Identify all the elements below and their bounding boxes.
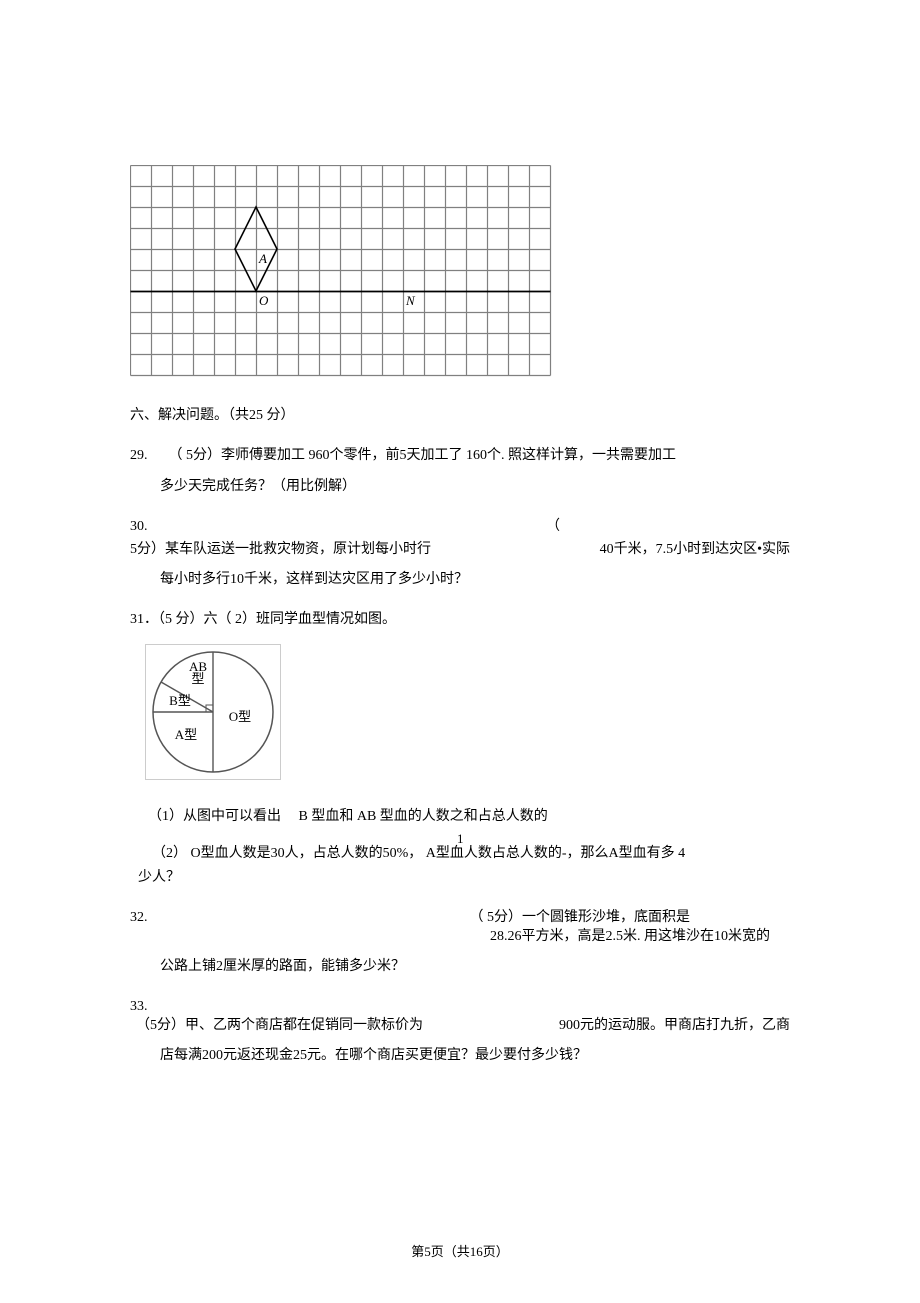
problem-30-line2-left: 5分）某车队运送一批救灾物资，原计划每小时行 <box>130 539 431 561</box>
svg-text:A型: A型 <box>175 727 197 742</box>
problem-31-sub1: （1）从图中可以看出 B 型血和 AB 型血的人数之和占总人数的 <box>148 806 790 828</box>
pie-figure: AB型B型O型A型 <box>145 644 790 788</box>
problem-33-line1-left: （5分）甲、乙两个商店都在促销同一款标价为 <box>136 1015 423 1037</box>
problem-33-line1: （5分）甲、乙两个商店都在促销同一款标价为 900元的运动服。甲商店打九折，乙商 <box>130 1015 790 1037</box>
svg-text:型: 型 <box>191 671 204 686</box>
problem-30: 30. （ 5分）某车队运送一批救灾物资，原计划每小时行 40千米，7.5小时到… <box>130 516 790 591</box>
page-footer: 第5页（共16页） <box>0 1242 920 1263</box>
problem-30-num-line: 30. （ <box>130 516 790 538</box>
problem-31-line1: 31．（5 分）六（ 2）班同学血型情况如图。 <box>130 609 790 631</box>
problem-30-line2: 5分）某车队运送一批救灾物资，原计划每小时行 40千米，7.5小时到达灾区•实际 <box>130 539 790 561</box>
problem-30-num: 30. <box>130 516 148 538</box>
problem-32-right2: 28.26平方米，高是2.5米. 用这堆沙在10米宽的 <box>130 926 770 948</box>
problem-32-line3: 公路上铺2厘米厚的路面，能铺多少米？ <box>160 956 790 978</box>
svg-text:N: N <box>405 293 416 308</box>
svg-text:A: A <box>258 251 267 266</box>
problem-31-sub2: 1 （2） O型血人数是30人，占总人数的50%， A型血人数占总人数的-，那么… <box>152 843 790 865</box>
problem-30-line2-right: 40千米，7.5小时到达灾区•实际 <box>600 539 790 561</box>
problem-32-num: 32. <box>130 907 148 929</box>
grid-svg: A O N <box>130 165 552 377</box>
section-6-heading: 六、解决问题。（共25 分） <box>130 405 790 427</box>
problem-29-line1: 29. （ 5分）李师傅要加工 960个零件，前5天加工了 160个. 照这样计… <box>130 445 790 467</box>
problem-29-line2: 多少天完成任务？（用比例解） <box>160 476 790 498</box>
problem-33: 33. （5分）甲、乙两个商店都在促销同一款标价为 900元的运动服。甲商店打九… <box>130 996 790 1067</box>
sup-1: 1 <box>457 829 464 850</box>
svg-text:O: O <box>259 293 269 308</box>
problem-32: 32. （ 5分）一个圆锥形沙堆，底面积是 28.26平方米，高是2.5米. 用… <box>130 907 790 978</box>
svg-text:O型: O型 <box>229 709 251 724</box>
problem-30-line3: 每小时多行10千米，这样到达灾区用了多少小时？ <box>160 569 790 591</box>
pie-svg: AB型B型O型A型 <box>145 644 281 780</box>
problem-31-sub2-text: （2） O型血人数是30人，占总人数的50%， A型血人数占总人数的-，那么A型… <box>152 846 685 861</box>
problem-33-line2: 店每满200元返还现金25元。在哪个商店买更便宜？最少要付多少钱？ <box>160 1045 790 1067</box>
problem-33-line1-right: 900元的运动服。甲商店打九折，乙商 <box>559 1015 790 1037</box>
svg-text:B型: B型 <box>169 693 191 708</box>
problem-31-sub2-line2: 少人？ <box>138 867 790 889</box>
problem-29: 29. （ 5分）李师傅要加工 960个零件，前5天加工了 160个. 照这样计… <box>130 445 790 498</box>
problem-30-paren: （ <box>546 516 560 538</box>
grid-figure: A O N <box>130 165 790 377</box>
problem-31: 31．（5 分）六（ 2）班同学血型情况如图。 AB型B型O型A型 （1）从图中… <box>130 609 790 889</box>
